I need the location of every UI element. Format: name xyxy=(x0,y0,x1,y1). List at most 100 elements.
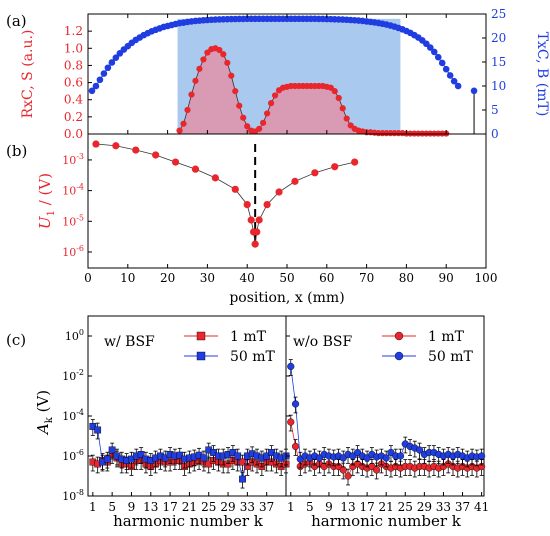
cl-axes-ytick-label-0-base: 10 xyxy=(65,330,79,343)
b-ytick-label-2: 10-5 xyxy=(62,213,84,228)
cl-axes-ytick-label-1-exp: -2 xyxy=(76,368,84,377)
rxc-fill-layer xyxy=(179,48,447,134)
cl-data-point-1-23 xyxy=(200,454,208,462)
cr-data-point-1-1 xyxy=(291,400,300,408)
panel-c-ylabel: Ak (V) xyxy=(34,390,55,436)
txc-point-87 xyxy=(434,53,442,61)
rxc-point-20 xyxy=(256,125,263,132)
panel-c-right-series xyxy=(287,359,486,486)
cr-axes-xtick-label-1: 5 xyxy=(306,500,314,514)
b-point-19 xyxy=(351,158,359,166)
cl-axes-xtick-label-1: 5 xyxy=(108,500,116,514)
cl-axes-xtick-label-4: 17 xyxy=(162,500,177,514)
cl-data-point-1-1 xyxy=(94,426,102,434)
cl-data-point-0-24 xyxy=(205,460,213,468)
b-ytick-label-3-base: 10 xyxy=(62,246,76,259)
b-xtick-label-0: 0 xyxy=(84,271,92,285)
b-point-9 xyxy=(247,216,255,224)
a-ytick-right-label-5: 25 xyxy=(491,7,506,21)
rxc-point-14 xyxy=(232,88,239,95)
cl-data-point-1-10 xyxy=(137,451,145,458)
panel-b-ylabel-sub: 1 xyxy=(46,210,57,216)
panel-c-right-axes: 1 5 9 13 17 21 25 29 33 37 41 xyxy=(286,335,489,514)
rxc-point-15 xyxy=(236,102,243,109)
rxc-point-5 xyxy=(196,65,203,72)
b-point-14 xyxy=(263,200,271,209)
b-point-5 xyxy=(191,165,200,173)
b-xtick-label-6: 60 xyxy=(319,271,334,285)
panel-c-right-xlabel: harmonic number k xyxy=(311,512,462,530)
cr-axes-xtick-label-4: 17 xyxy=(359,500,374,514)
panel-label-a: (a) xyxy=(6,12,27,30)
txc-point-88 xyxy=(438,59,446,67)
cr-data-point-1-0 xyxy=(287,362,295,371)
cl-axes-ytick-label-3: 10-6 xyxy=(62,448,84,463)
b-xtick-label-2: 20 xyxy=(160,271,175,285)
rxc-point-24 xyxy=(271,92,279,99)
b-point-12 xyxy=(253,228,261,236)
cr-data-point-0-1 xyxy=(291,442,300,451)
panel-a-ylabel-left: RxC, S (a.u.) xyxy=(20,30,36,119)
panel-b-ylabel-tail: / (V) xyxy=(36,173,54,210)
rxc-point-22 xyxy=(264,110,271,117)
cr-data-point-1-23 xyxy=(396,452,405,460)
txc-point-86 xyxy=(430,48,438,56)
cl-axes-xtick-label-7: 29 xyxy=(220,500,235,514)
panel-c-left-annotation: w/ BSF xyxy=(104,334,155,350)
b-ytick-label-1: 10-4 xyxy=(62,183,84,198)
rxc-point-10 xyxy=(216,46,223,54)
b-point-6 xyxy=(211,174,219,182)
b-ytick-label-0-exp: -3 xyxy=(76,152,84,161)
b-point-4 xyxy=(171,158,180,166)
txc-point-end xyxy=(470,87,478,95)
cl-axes-xtick-label-5: 21 xyxy=(182,500,197,514)
cl-axes-ytick-label-2-exp: -4 xyxy=(76,408,84,417)
txc-point-2 xyxy=(96,76,104,84)
b-point-15 xyxy=(275,188,283,196)
b-xtick-label-9: 90 xyxy=(439,271,454,285)
cr-legend-label-1: 50 mT xyxy=(428,349,474,365)
cl-data-point-1-31 xyxy=(239,475,246,483)
rxc-point-17 xyxy=(244,123,251,130)
cr-axes-xtick-label-7: 29 xyxy=(417,500,432,514)
panel-c-left-series xyxy=(89,419,290,489)
txc-point-85 xyxy=(426,44,434,51)
panel-c-right-plot: 1 5 9 13 17 21 25 29 33 37 41 w/o BSF 1 mT 50 mT ha… xyxy=(285,315,489,530)
cl-axes-ytick-label-3-base: 10 xyxy=(62,450,76,463)
panel-c-right-annotation: w/o BSF xyxy=(293,334,352,350)
cl-axes-xtick-label-9: 37 xyxy=(259,500,274,514)
a-ytick-right-label-2: 10 xyxy=(491,79,506,93)
rxc-point-6 xyxy=(200,56,207,63)
rxc-point-16 xyxy=(240,114,247,121)
txc-point-0 xyxy=(88,87,96,95)
rxc-point-13 xyxy=(228,72,235,79)
cr-legend-label-0: 1 mT xyxy=(428,329,465,345)
rxc-point-21 xyxy=(260,119,267,126)
cl-axes-xtick-label-3: 13 xyxy=(143,500,158,514)
cr-data-point-0-0 xyxy=(287,418,295,426)
txc-point-92 xyxy=(454,82,462,90)
b-point-13 xyxy=(255,216,263,224)
panel-c-right-legend: 1 mT 50 mT xyxy=(382,329,474,365)
cr-data-point-0-11 xyxy=(339,466,347,474)
cl-axes-xtick-label-6: 25 xyxy=(201,500,216,514)
cr-axes-xtick-label-2: 9 xyxy=(325,500,333,514)
cl-legend-label-1: 50 mT xyxy=(230,349,276,365)
cr-axes-xtick-label-10: 41 xyxy=(474,500,489,514)
cr-data-point-0-18 xyxy=(373,466,381,474)
cr-axes-xtick-label-0: 1 xyxy=(287,500,295,514)
txc-point-3 xyxy=(100,70,108,77)
rxc-point-0 xyxy=(176,127,183,134)
cr-legend-swatch-marker-1 xyxy=(394,351,404,361)
cr-axes-xtick-label-9: 37 xyxy=(455,500,470,514)
b-ytick-label-2-exp: -5 xyxy=(76,213,84,222)
rxc-point-40 xyxy=(335,94,342,102)
cl-axes-ytick-label-4-exp: -8 xyxy=(76,488,84,497)
b-xtick-label-8: 80 xyxy=(399,271,414,285)
b-point-8 xyxy=(243,200,251,209)
